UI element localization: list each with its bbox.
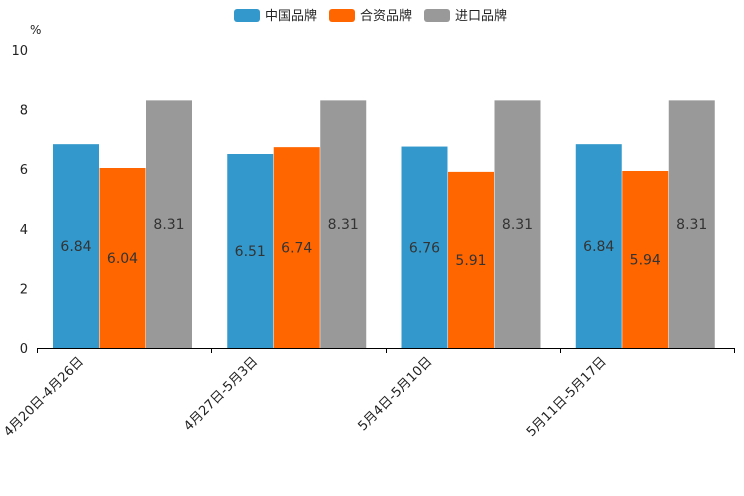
y-axis-unit-label: % (30, 23, 41, 37)
bar[interactable] (320, 100, 367, 348)
legend-swatch[interactable] (329, 9, 355, 22)
data-label: 6.04 (107, 251, 138, 267)
data-label: 6.84 (583, 239, 614, 255)
y-tick-label: 10 (11, 44, 28, 59)
y-tick-label: 8 (20, 104, 28, 119)
bar[interactable] (99, 168, 146, 348)
legend: 中国品牌 合资品牌 进口品牌 (234, 8, 507, 24)
bar[interactable] (668, 100, 715, 348)
legend-label[interactable]: 进口品牌 (455, 8, 507, 24)
bar[interactable] (401, 146, 448, 348)
bar[interactable] (494, 100, 541, 348)
x-category-label: 4月27日-5月3日 (181, 354, 261, 434)
bar[interactable] (448, 171, 494, 348)
legend-label[interactable]: 中国品牌 (265, 8, 317, 24)
legend-swatch[interactable] (234, 9, 260, 22)
bar[interactable] (575, 144, 622, 348)
data-label: 8.31 (502, 217, 533, 233)
data-label: 6.74 (281, 241, 312, 257)
legend-swatch[interactable] (424, 9, 450, 22)
data-label: 6.84 (60, 239, 91, 255)
bar[interactable] (273, 147, 320, 348)
bar[interactable] (146, 100, 192, 348)
x-category-label: 5月4日-5月10日 (356, 354, 436, 434)
x-category-label: 4月20日-4月26日 (1, 354, 87, 440)
data-label: 5.91 (455, 253, 486, 269)
y-tick-label: 6 (20, 163, 28, 178)
data-label: 8.31 (153, 217, 184, 233)
data-label: 8.31 (676, 217, 707, 233)
legend-label[interactable]: 合资品牌 (360, 8, 412, 24)
x-category-label: 5月11日-5月17日 (524, 354, 610, 440)
bar[interactable] (53, 144, 99, 348)
data-label: 6.51 (235, 244, 266, 260)
bar[interactable] (622, 170, 669, 348)
bars: 6.84 6.04 8.31 6.51 6.74 8.31 6.76 5.91 8.31 6.84… (53, 100, 715, 348)
bar[interactable] (227, 154, 274, 348)
data-label: 5.94 (630, 252, 661, 268)
y-tick-label: 0 (20, 342, 28, 357)
data-label: 6.76 (409, 240, 440, 256)
y-axis: 0 2 4 6 8 10 (11, 44, 28, 357)
data-label: 8.31 (328, 217, 359, 233)
x-axis: 4月20日-4月26日 4月27日-5月3日 5月4日-5月10日 5月11日-5月1… (1, 348, 735, 440)
y-tick-label: 2 (20, 282, 28, 297)
y-tick-label: 4 (20, 223, 28, 238)
